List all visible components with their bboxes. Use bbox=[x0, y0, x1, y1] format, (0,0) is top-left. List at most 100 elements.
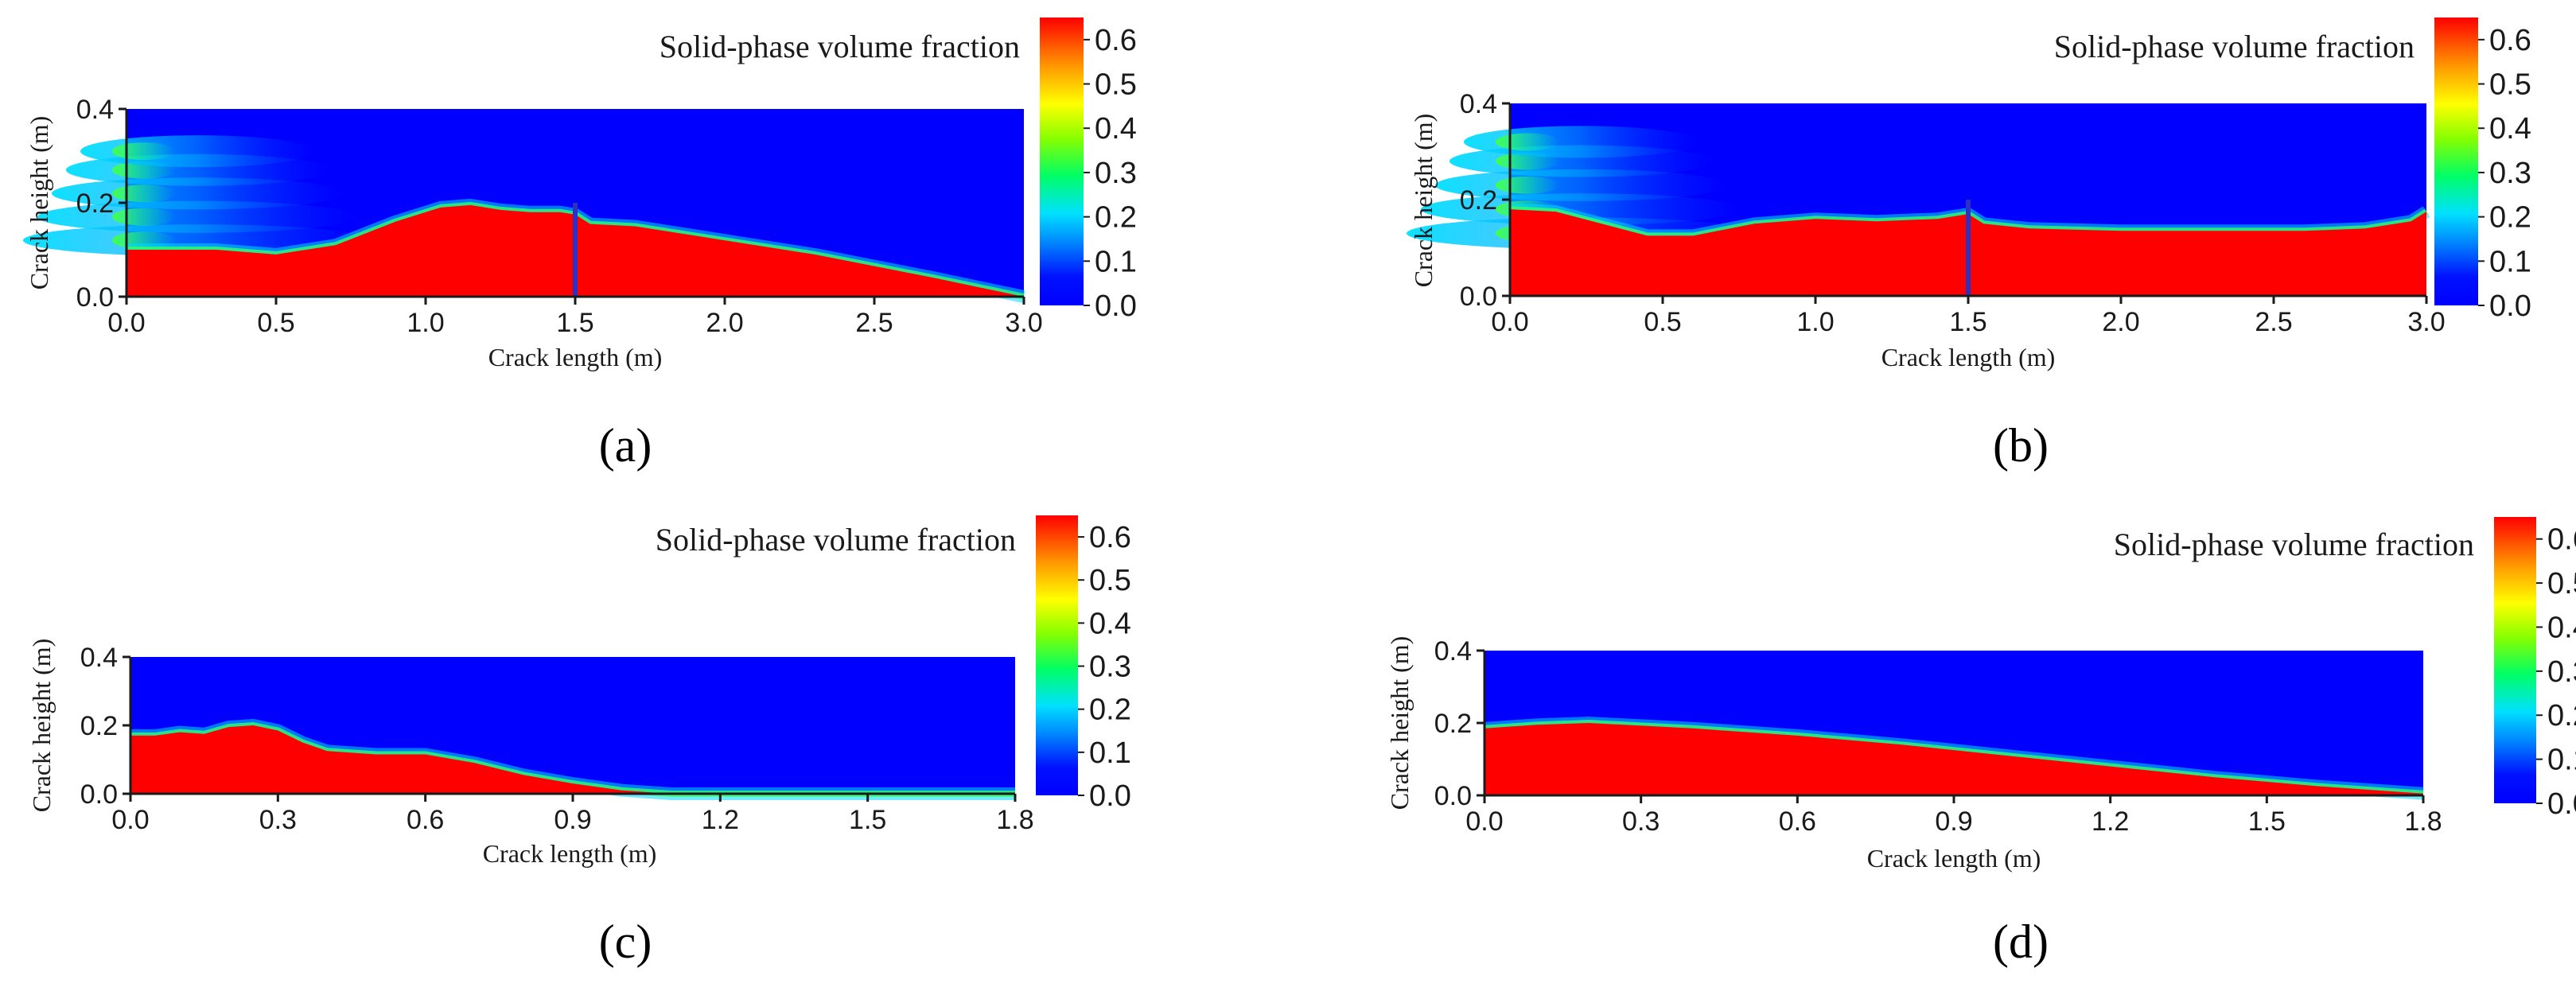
x-tick-labels: 0.0 0.5 1.0 1.5 2.0 2.5 3.0 bbox=[107, 297, 1043, 338]
x-axis-label: Crack length (m) bbox=[1881, 343, 2056, 371]
inlet-jet bbox=[1435, 169, 1728, 201]
panel-label: (d) bbox=[1993, 915, 2049, 968]
heatmap bbox=[1407, 103, 2430, 296]
colorbar-tick-label: 0.6 bbox=[2547, 523, 2576, 557]
y-axis-label: Crack height (m) bbox=[25, 116, 53, 290]
y-tick-label: 0.4 bbox=[80, 643, 118, 673]
colorbar-tick-label: 0.5 bbox=[2489, 68, 2531, 102]
inlet-jet bbox=[52, 177, 344, 210]
colorbar-title: Solid-phase volume fraction bbox=[2114, 527, 2474, 562]
x-tick-label: 0.0 bbox=[1491, 307, 1528, 337]
x-tick-label: 2.0 bbox=[706, 308, 743, 338]
x-tick-labels: 0.0 0.3 0.6 0.9 1.2 1.5 1.8 bbox=[111, 794, 1034, 835]
heatmap bbox=[1484, 651, 2424, 800]
x-axis: 0.0 0.5 1.0 1.5 2.0 2.5 3.0 Crack length (m) bbox=[107, 295, 1043, 371]
colorbar-tick-label: 0.2 bbox=[2547, 699, 2576, 733]
bed-fill bbox=[1485, 723, 2423, 795]
y-axis: 0.0 0.2 0.4 Crack height (m) bbox=[1385, 636, 1486, 811]
inlet-jet-core bbox=[112, 185, 176, 203]
x-axis-label: Crack length (m) bbox=[483, 839, 657, 868]
x-tick-label: 2.5 bbox=[855, 308, 893, 338]
x-axis: 0.0 0.5 1.0 1.5 2.0 2.5 3.0 Crack length (m) bbox=[1491, 294, 2446, 371]
y-tick-labels: 0.0 0.2 0.4 bbox=[1460, 89, 1510, 312]
colorbar-ticks: 0.0 0.1 0.2 0.3 0.4 0.5 0.6 bbox=[1078, 521, 1131, 813]
bed-fill bbox=[130, 725, 1015, 794]
x-tick-label: 0.9 bbox=[1935, 806, 1972, 837]
colorbar-tick-label: 0.0 bbox=[1095, 290, 1137, 323]
x-tick-label: 3.0 bbox=[1005, 308, 1042, 338]
panel-c: Solid-phase volume fraction 0.0 0.1 0.2 0.3… bbox=[27, 515, 1131, 968]
colorbar-tick-label: 0.3 bbox=[1089, 651, 1131, 684]
panel-label: (b) bbox=[1993, 419, 2049, 472]
y-axis-label: Crack height (m) bbox=[27, 639, 56, 813]
x-tick-label: 0.6 bbox=[1779, 806, 1816, 837]
panel-label: (a) bbox=[599, 419, 652, 472]
colorbar bbox=[1040, 17, 1084, 305]
inlet-jet bbox=[1421, 193, 1742, 226]
x-tick-label: 1.8 bbox=[996, 805, 1033, 835]
x-tick-label: 1.0 bbox=[1796, 307, 1834, 337]
x-axis-label: Crack length (m) bbox=[488, 343, 663, 371]
y-tick-label: 0.2 bbox=[76, 188, 114, 219]
colorbar-tick-label: 0.6 bbox=[1095, 24, 1137, 57]
inlet-jet-core bbox=[112, 208, 176, 226]
x-tick-label: 3.0 bbox=[2407, 307, 2445, 337]
y-tick-label: 0.0 bbox=[1460, 282, 1497, 312]
inlet-jet-core bbox=[1496, 176, 1559, 194]
x-tick-label: 1.5 bbox=[849, 805, 886, 835]
x-axis-label: Crack length (m) bbox=[1867, 844, 2041, 872]
colorbar-tick-label: 0.5 bbox=[1095, 68, 1137, 102]
x-tick-label: 1.5 bbox=[556, 308, 593, 338]
y-tick-label: 0.0 bbox=[76, 282, 114, 313]
x-tick-label: 1.5 bbox=[2248, 806, 2286, 837]
y-tick-label: 0.2 bbox=[80, 711, 118, 741]
colorbar bbox=[2434, 17, 2478, 305]
x-tick-label: 2.5 bbox=[2255, 307, 2292, 337]
x-tick-label: 0.3 bbox=[1622, 806, 1660, 837]
colorbar-ticks: 0.0 0.1 0.2 0.3 0.4 0.5 0.6 bbox=[2536, 523, 2576, 821]
x-tick-label: 0.3 bbox=[259, 805, 297, 835]
inlet-jet-core bbox=[1496, 133, 1559, 151]
colorbar-tick-label: 0.0 bbox=[2489, 290, 2531, 323]
colorbar-tick-label: 0.0 bbox=[1089, 779, 1131, 813]
colorbar-tick-label: 0.1 bbox=[2547, 744, 2576, 777]
y-tick-label: 0.2 bbox=[1434, 709, 1472, 739]
x-tick-label: 1.5 bbox=[1949, 307, 1986, 337]
x-tick-label: 2.0 bbox=[2102, 307, 2139, 337]
colorbar-ticks: 0.0 0.1 0.2 0.3 0.4 0.5 0.6 bbox=[1084, 24, 1137, 323]
panel-a: Solid-phase volume fraction 0.0 0.1 0.2 0.3… bbox=[23, 17, 1137, 472]
solid-bed bbox=[130, 719, 1015, 800]
x-tick-label: 1.2 bbox=[2092, 806, 2129, 837]
colorbar-tick-label: 0.4 bbox=[2489, 112, 2531, 146]
colorbar-title: Solid-phase volume fraction bbox=[656, 522, 1016, 558]
x-tick-label: 1.0 bbox=[407, 308, 444, 338]
colorbar-tick-label: 0.3 bbox=[2489, 157, 2531, 190]
y-axis: 0.0 0.2 0.4 Crack height (m) bbox=[25, 95, 128, 313]
y-axis-label: Crack height (m) bbox=[1385, 636, 1414, 810]
colorbar-tick-label: 0.0 bbox=[2547, 787, 2576, 821]
inlet-jet-core bbox=[112, 142, 176, 161]
x-tick-label: 0.0 bbox=[107, 308, 145, 338]
colorbar-tick-label: 0.2 bbox=[1089, 694, 1131, 727]
panel-d: Solid-phase volume fraction 0.0 0.1 0.2 0.3… bbox=[1385, 517, 2576, 968]
colorbar-tick-label: 0.5 bbox=[2547, 567, 2576, 600]
colorbar-tick-label: 0.1 bbox=[1095, 245, 1137, 278]
inlet-jet bbox=[37, 200, 359, 233]
colorbar-tick-label: 0.1 bbox=[2489, 245, 2531, 278]
colorbar-tick-label: 0.3 bbox=[2547, 655, 2576, 689]
y-tick-label: 0.0 bbox=[80, 779, 118, 810]
colorbar-tick-label: 0.4 bbox=[1095, 112, 1137, 146]
colorbar-ticks: 0.0 0.1 0.2 0.3 0.4 0.5 0.6 bbox=[2478, 24, 2531, 323]
x-tick-label: 0.5 bbox=[257, 308, 294, 338]
heatmap bbox=[130, 657, 1015, 800]
colorbar-tick-label: 0.2 bbox=[2489, 201, 2531, 235]
colorbar-title: Solid-phase volume fraction bbox=[660, 29, 1020, 64]
x-tick-labels: 0.0 0.3 0.6 0.9 1.2 1.5 1.8 bbox=[1465, 795, 2442, 837]
colorbar-tick-label: 0.2 bbox=[1095, 201, 1137, 235]
inlet-jets bbox=[23, 135, 373, 257]
heatmap bbox=[23, 109, 1025, 303]
y-axis: 0.0 0.2 0.4 Crack height (m) bbox=[27, 639, 132, 813]
y-tick-labels: 0.0 0.2 0.4 bbox=[80, 643, 130, 810]
colorbar-tick-label: 0.6 bbox=[2489, 24, 2531, 57]
